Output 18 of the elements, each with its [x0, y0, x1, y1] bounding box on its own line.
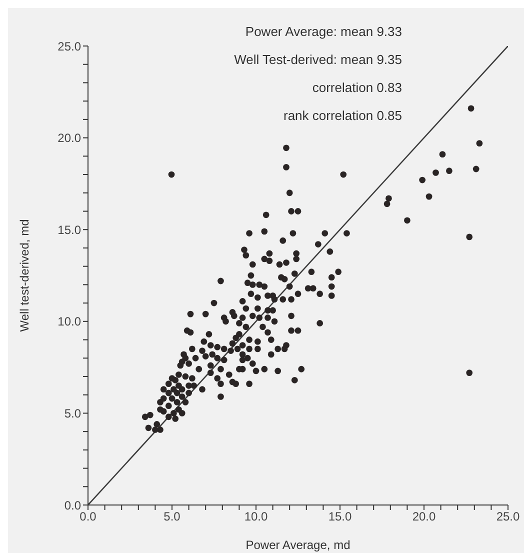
x-tick-label: 0.0	[80, 510, 97, 524]
y-tick-label: 0.0	[64, 498, 82, 512]
annotation: rank correlation 0.85	[282, 107, 402, 125]
x-tick-label: 10.0	[244, 510, 268, 524]
x-tick-label: 15.0	[328, 510, 352, 524]
y-tick-label: 5.0	[64, 406, 82, 420]
y-axis-title: Well test-derived, md	[17, 219, 32, 332]
y-tick-label: 20.0	[58, 131, 82, 146]
x-tick-label: 20.0	[412, 510, 436, 524]
y-tick-label: 15.0	[58, 222, 82, 237]
annotation: correlation 0.83	[311, 79, 402, 97]
text: Power Average: mean 9.33	[244, 23, 402, 41]
y-tick-label: 25.0	[58, 39, 82, 54]
x-axis-title: Power Average, md	[246, 538, 350, 552]
x-tick-label: 5.0	[164, 510, 181, 524]
y-tick-label: 10.0	[58, 314, 82, 329]
x-tick-label: 25.0	[496, 510, 520, 524]
annotation: Well Test-derived: mean 9.35	[234, 51, 402, 69]
